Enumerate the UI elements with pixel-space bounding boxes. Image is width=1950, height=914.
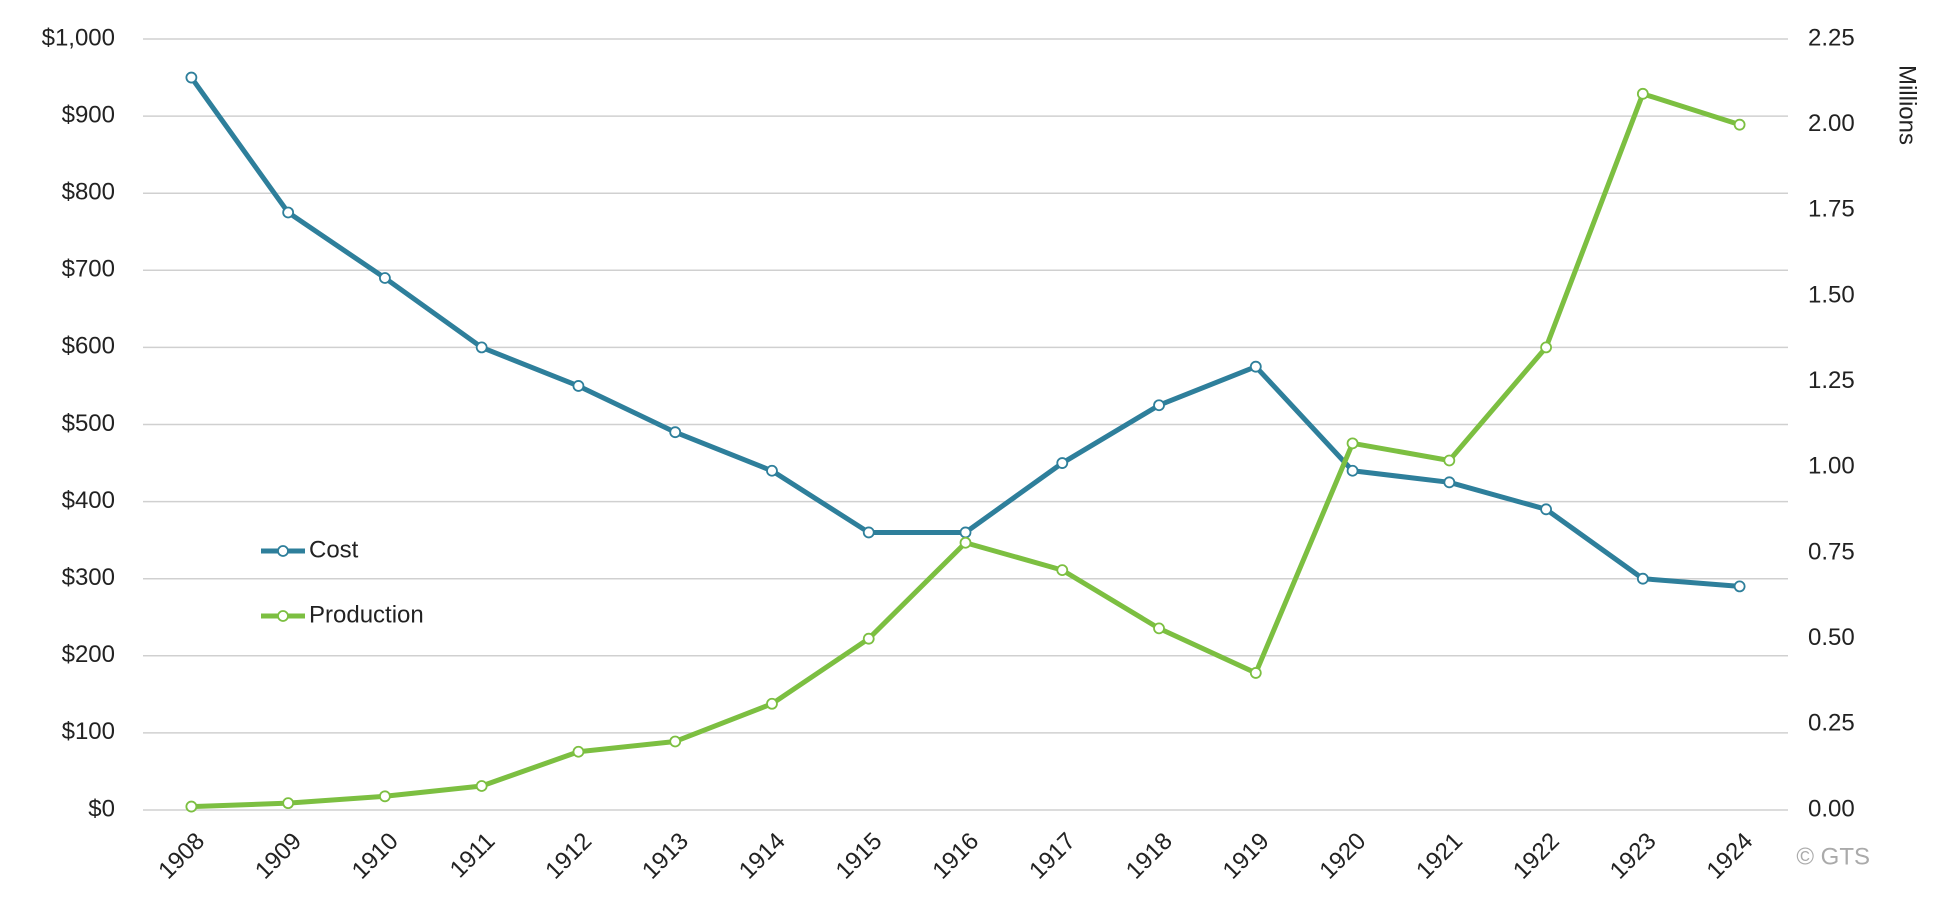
y2-tick-label: 1.25 (1808, 367, 1855, 394)
x-tick-label: 1916 (927, 828, 984, 885)
point (1540, 341, 1552, 354)
point (1346, 437, 1359, 450)
y-tick-label: $600 (62, 333, 115, 360)
point (475, 341, 488, 354)
y-tick-label: $300 (62, 564, 115, 591)
y-tick-label: $200 (62, 641, 115, 668)
point (669, 426, 682, 439)
point (1056, 564, 1069, 577)
y2-tick-label: 0.00 (1808, 795, 1855, 822)
y2-axis-label: Millions (1894, 65, 1921, 145)
point (1153, 399, 1165, 412)
point (1249, 667, 1262, 679)
point (282, 797, 295, 810)
y2-tick-label: 0.50 (1808, 624, 1855, 651)
x-tick-label: 1912 (540, 828, 597, 885)
point (1636, 87, 1649, 100)
y-tick-label: $700 (62, 256, 115, 283)
legend-label: Production (309, 601, 424, 628)
point (959, 536, 972, 549)
x-tick-label: 1919 (1218, 828, 1275, 885)
x-tick-label: 1920 (1314, 828, 1371, 885)
point (766, 697, 778, 710)
point (1249, 360, 1262, 373)
point (379, 272, 391, 284)
y2-tick-label: 2.25 (1808, 24, 1855, 51)
y2-tick-label: 1.00 (1808, 453, 1855, 480)
point (185, 800, 198, 813)
point (862, 632, 875, 645)
point (1443, 476, 1456, 489)
point (669, 735, 682, 748)
y-tick-label: $100 (62, 718, 115, 745)
point (1636, 572, 1649, 585)
point (1540, 503, 1552, 516)
y-tick-label: $800 (62, 179, 115, 206)
point (572, 380, 585, 392)
point (1153, 622, 1165, 635)
point (959, 526, 972, 539)
point (379, 790, 391, 803)
x-tick-label: 1924 (1702, 828, 1759, 885)
x-tick-label: 1917 (1024, 828, 1081, 885)
point (766, 464, 778, 477)
x-tick-label: 1908 (153, 828, 210, 885)
y-tick-label: $0 (88, 795, 115, 822)
y-tick-label: $400 (62, 487, 115, 514)
legend-marker (277, 545, 289, 557)
point (282, 206, 295, 219)
y-tick-label: $1,000 (42, 24, 115, 51)
point (1346, 464, 1359, 477)
x-tick-label: 1915 (831, 828, 888, 885)
y2-tick-label: 1.50 (1808, 281, 1855, 308)
x-tick-label: 1922 (1508, 828, 1565, 885)
x-tick-label: 1910 (347, 828, 404, 885)
point (1733, 118, 1746, 131)
y2-tick-label: 0.25 (1808, 710, 1855, 737)
y2-tick-label: 2.00 (1808, 110, 1855, 137)
point (1056, 457, 1069, 469)
point (1443, 454, 1456, 467)
x-tick-label: 1909 (250, 828, 307, 885)
legend-marker (277, 610, 289, 622)
point (475, 780, 488, 792)
series-line (189, 76, 1740, 589)
x-tick-label: 1913 (637, 828, 694, 885)
y-tick-label: $500 (62, 410, 115, 437)
point (1733, 580, 1746, 593)
x-tick-label: 1911 (445, 828, 501, 884)
point (862, 526, 875, 539)
point (572, 745, 585, 758)
series-line (191, 91, 1741, 810)
legend-label: Cost (309, 536, 359, 563)
y2-tick-label: 0.75 (1808, 538, 1855, 565)
y2-tick-label: 1.75 (1808, 196, 1855, 223)
point (185, 71, 198, 84)
x-tick-label: 1918 (1121, 828, 1178, 885)
x-tick-label: 1921 (1411, 828, 1468, 885)
y-tick-label: $900 (62, 101, 115, 128)
x-tick-label: 1923 (1605, 828, 1662, 885)
x-tick-label: 1914 (734, 828, 791, 885)
watermark: © GTS (1796, 843, 1870, 870)
